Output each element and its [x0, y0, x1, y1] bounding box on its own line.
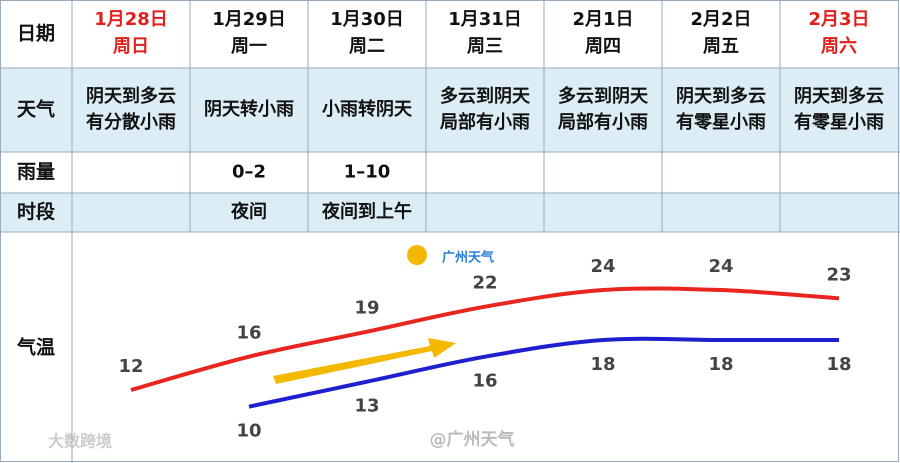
trend-arrow [273, 338, 456, 384]
row-label: 时段 [17, 200, 56, 223]
cell-text: 阴天到多云 [676, 85, 766, 107]
cell-text: 阴天到多云 [86, 85, 176, 107]
date: 2月2日 [690, 9, 751, 30]
row-bg [0, 193, 900, 232]
cell-text: 局部有小雨 [558, 111, 648, 133]
temp-label: 10 [236, 421, 261, 442]
cell-text: 有分散小雨 [86, 111, 176, 133]
row-label: 雨量 [17, 161, 55, 183]
weekday: 周二 [349, 36, 385, 57]
weekday: 周六 [821, 35, 857, 57]
temp-label: 16 [472, 371, 497, 392]
date: 1月31日 [448, 9, 522, 30]
temp-line [248, 336, 839, 409]
temp-label: 22 [472, 273, 497, 294]
cell-text: 多云到阴天 [558, 85, 649, 107]
date: 2月1日 [572, 9, 633, 30]
row-label: 天气 [17, 98, 55, 121]
logo-text: 广州天气 [442, 250, 494, 266]
cell-text: 夜间 [230, 201, 267, 223]
cell-text: 多云到阴天 [440, 85, 531, 107]
row-label: 气温 [16, 336, 55, 359]
date: 1月28日 [94, 9, 168, 30]
logo [407, 245, 427, 265]
cell-text: 夜间到上午 [321, 201, 412, 223]
cell-text: 局部有小雨 [440, 111, 530, 133]
temp-label: 18 [590, 354, 615, 375]
weekday: 周四 [585, 36, 621, 57]
cell-text: 有零星小雨 [676, 111, 766, 133]
weekday: 周一 [231, 36, 267, 57]
temp-label: 23 [826, 264, 851, 285]
date: 1月30日 [330, 9, 404, 30]
temp-line [130, 286, 840, 392]
date: 2月3日 [808, 9, 869, 30]
weekday: 周五 [703, 36, 739, 57]
weekday: 周三 [467, 36, 503, 57]
cell-text: 阴天到多云 [794, 85, 884, 107]
date: 1月29日 [212, 9, 286, 30]
row-bg [0, 68, 900, 152]
temp-label: 24 [708, 256, 733, 277]
cell-text: 0–2 [232, 162, 266, 183]
cell-text: 阴天转小雨 [204, 98, 294, 120]
watermark: @广州天气 [430, 429, 515, 450]
temp-label: 16 [236, 323, 261, 344]
temp-label: 18 [826, 354, 851, 375]
temp-label: 19 [354, 298, 379, 319]
temp-label: 13 [354, 396, 379, 417]
temp-label: 18 [708, 354, 733, 375]
weekday: 周日 [113, 36, 149, 57]
watermark: 大数跨境 [48, 432, 112, 451]
cell-text: 有零星小雨 [794, 111, 884, 133]
header-label: 日期 [17, 23, 55, 45]
temp-label: 24 [590, 256, 615, 277]
cell-text: 小雨转阴天 [322, 98, 413, 120]
temp-label: 12 [118, 356, 143, 377]
cell-text: 1–10 [344, 162, 391, 183]
